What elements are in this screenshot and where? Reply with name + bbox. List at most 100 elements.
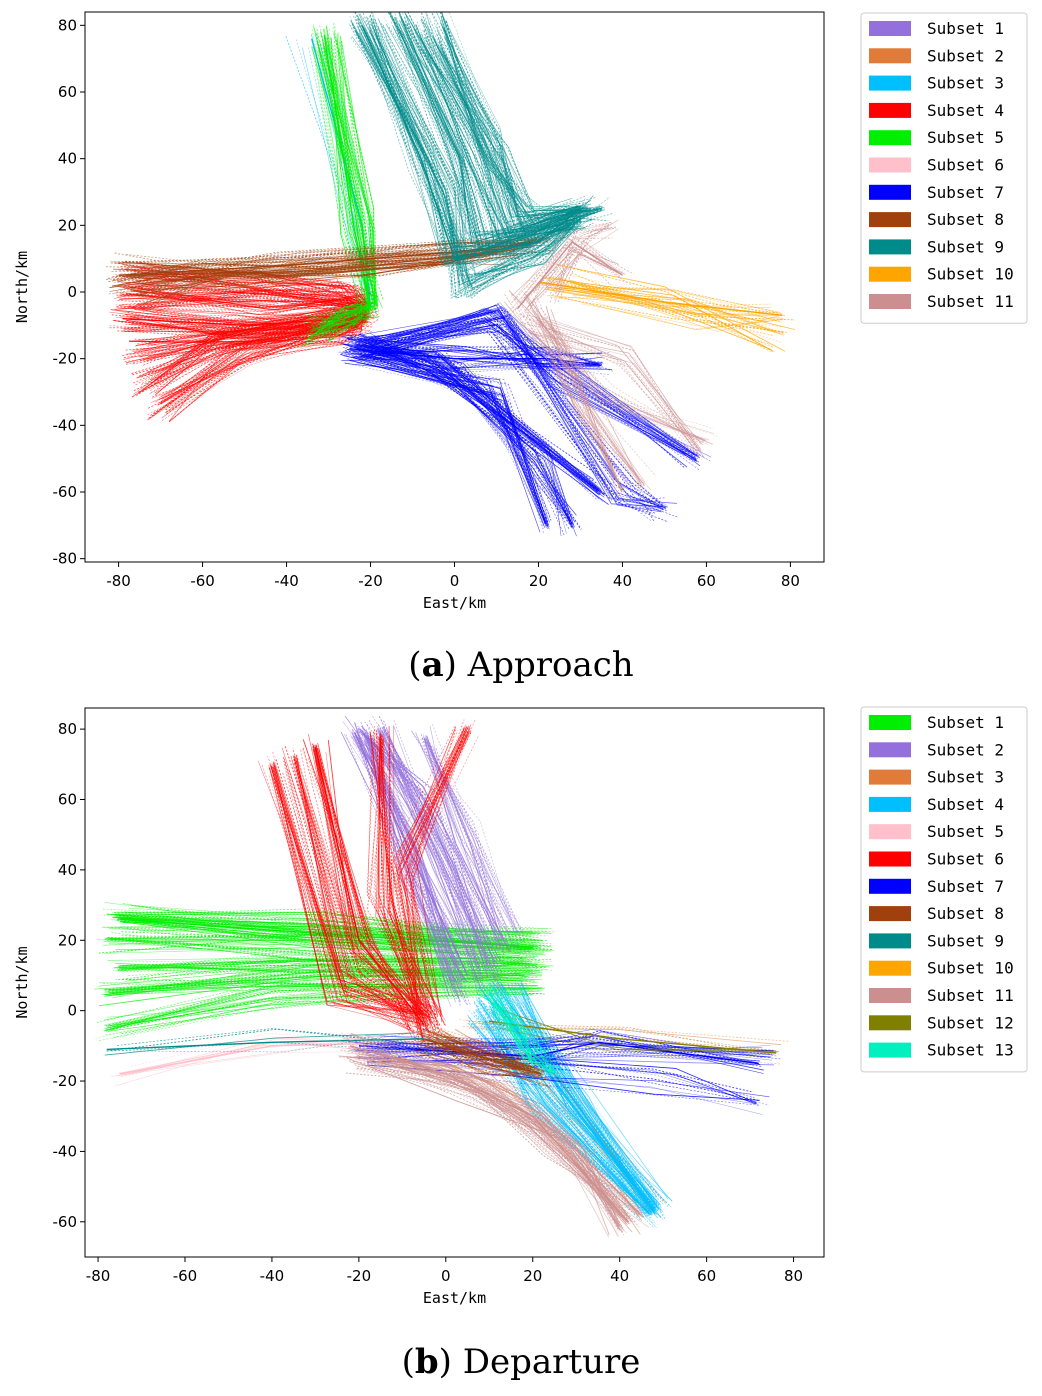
- trajectory-line: [295, 760, 430, 1026]
- trajectory-line: [405, 14, 571, 241]
- trajectory-line: [432, 37, 591, 229]
- trajectory-line: [118, 240, 544, 278]
- trajectory-line: [581, 288, 796, 321]
- trajectory-line: [436, 30, 587, 211]
- legend-label: Subset 10: [927, 959, 1014, 978]
- trajectory-line: [508, 991, 557, 1071]
- legend-label: Subset 9: [927, 931, 1004, 950]
- trajectory-line: [118, 294, 364, 307]
- trajectory-line: [364, 314, 667, 509]
- legend-swatch: [869, 102, 911, 118]
- trajectory-line: [369, 15, 579, 294]
- trajectory-line: [322, 303, 376, 333]
- trajectory-line: [360, 347, 600, 491]
- trajectory-line: [124, 285, 367, 306]
- trajectory-line: [521, 228, 626, 302]
- trajectory-line: [530, 299, 622, 506]
- trajectory-line: [414, 719, 476, 1024]
- legend-swatch: [869, 1042, 911, 1058]
- trajectory-line: [431, 1041, 533, 1070]
- trajectory-line: [493, 1010, 551, 1073]
- series-subset-9: [104, 1028, 436, 1056]
- trajectory-line: [411, 731, 523, 933]
- trajectory-line: [363, 347, 567, 516]
- trajectory-line: [314, 47, 366, 300]
- trajectory-line: [554, 228, 615, 305]
- trajectory-line: [374, 26, 584, 277]
- trajectory-line: [402, 723, 472, 1018]
- trajectory-line: [362, 1049, 770, 1057]
- trajectory-line: [327, 298, 372, 325]
- trajectory-line: [114, 240, 545, 282]
- trajectory-line: [548, 279, 782, 315]
- approach-chart: -80 -60 -40 -20 0 20 40 60 80 -80 -60 -40 -20 0 20 40 60…: [13, 11, 1028, 612]
- trajectory-line: [487, 995, 552, 1077]
- legend-item: Subset 11: [869, 986, 1014, 1005]
- trajectory-line: [399, 727, 466, 1015]
- trajectory-line: [420, 33, 586, 230]
- trajectory-line: [381, 734, 420, 1033]
- trajectory-line: [393, 727, 471, 1017]
- trajectory-line: [439, 22, 581, 216]
- trajectory-line: [540, 307, 704, 446]
- trajectory-line: [103, 988, 526, 1036]
- trajectory-line: [526, 314, 645, 487]
- trajectory-line: [496, 1007, 553, 1075]
- trajectory-line: [421, 18, 570, 247]
- trajectory-line: [402, 20, 596, 248]
- trajectory-main-line: [323, 35, 372, 309]
- trajectory-line: [341, 352, 560, 516]
- trajectory-line: [532, 318, 701, 453]
- trajectory-line: [435, 44, 592, 223]
- trajectory-line: [421, 1037, 532, 1070]
- y-tick-label: 60: [58, 83, 77, 101]
- trajectory-line: [139, 270, 364, 311]
- trajectory-line: [111, 311, 368, 326]
- trajectory-line: [299, 307, 371, 325]
- trajectory-line: [124, 911, 541, 948]
- trajectory-line: [352, 26, 570, 298]
- trajectory-line: [349, 359, 546, 524]
- trajectory-line: [401, 17, 564, 240]
- trajectory-line: [319, 25, 371, 312]
- legend-label: Subset 2: [927, 740, 1004, 759]
- legend-swatch: [869, 742, 911, 758]
- trajectory-line: [514, 981, 658, 1207]
- trajectory-line: [476, 1000, 541, 1066]
- trajectory-line: [270, 764, 421, 1021]
- trajectory-line: [275, 757, 421, 1035]
- trajectory-line: [314, 39, 371, 312]
- x-tick-label: -60: [173, 1267, 198, 1285]
- trajectory-line: [320, 32, 376, 309]
- trajectory-line: [133, 288, 364, 310]
- trajectory-line: [342, 346, 613, 372]
- trajectory-line: [293, 756, 430, 1032]
- trajectory-line: [370, 733, 446, 1022]
- trajectory-line: [126, 236, 545, 271]
- trajectory-line: [115, 916, 550, 948]
- trajectory-line: [491, 979, 535, 1065]
- legend-item: Subset 1: [869, 19, 1004, 38]
- trajectory-line: [121, 304, 368, 309]
- trajectory-line: [346, 334, 612, 485]
- trajectory-line: [272, 762, 422, 1014]
- trajectory-line: [326, 28, 372, 304]
- trajectory-line: [314, 760, 434, 1024]
- trajectory-line: [376, 1060, 620, 1226]
- trajectory-line: [268, 765, 421, 1024]
- trajectory-line: [400, 16, 572, 256]
- x-axis-label: East/km: [423, 1289, 486, 1307]
- trajectory-line: [426, 738, 524, 931]
- trajectory-line: [509, 989, 662, 1207]
- trajectory-line: [420, 19, 584, 236]
- trajectory-line: [344, 363, 548, 524]
- trajectory-line: [520, 989, 648, 1208]
- trajectory-line: [483, 1021, 649, 1217]
- trajectory-line: [353, 352, 600, 496]
- trajectory-line: [307, 309, 370, 325]
- trajectory-line: [519, 254, 632, 319]
- trajectory-line: [369, 737, 457, 1000]
- trajectory-line: [115, 253, 500, 277]
- trajectory-line: [132, 316, 367, 352]
- trajectory-line: [376, 306, 697, 462]
